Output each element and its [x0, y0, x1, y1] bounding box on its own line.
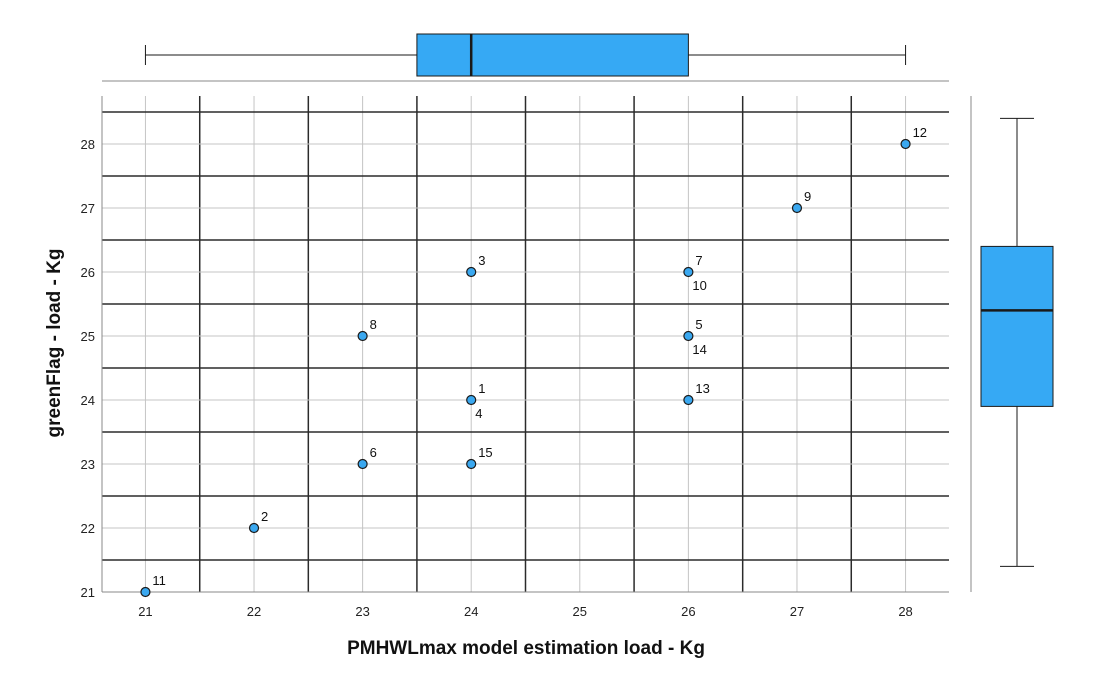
point-label: 11 [152, 573, 166, 588]
x-tick-label: 27 [790, 604, 804, 619]
data-point [248, 522, 260, 534]
point-label: 5 [695, 317, 702, 332]
point-label: 14 [692, 342, 706, 357]
x-tick-label: 28 [898, 604, 912, 619]
data-point [466, 266, 477, 278]
data-point [683, 266, 694, 278]
point-label: 3 [478, 253, 485, 268]
data-point [791, 202, 803, 214]
data-point [900, 138, 911, 150]
point-label: 7 [695, 253, 702, 268]
point-label: 15 [478, 445, 492, 460]
y-box-iqr [980, 245, 1054, 407]
y-tick-label: 25 [81, 329, 95, 344]
grid [102, 96, 949, 592]
y-tick-label: 24 [81, 393, 95, 408]
point-label: 2 [261, 509, 268, 524]
point-label: 13 [695, 381, 709, 396]
x-tick-label: 25 [573, 604, 587, 619]
y-tick-label: 28 [81, 137, 95, 152]
data-point [357, 330, 368, 342]
y-tick-label: 27 [81, 201, 95, 216]
axes [101, 80, 972, 593]
y-axis-title: greenFlag - load - Kg [44, 249, 65, 438]
x-box-iqr [416, 33, 689, 77]
point-label: 4 [475, 406, 482, 421]
point-label: 1 [478, 381, 485, 396]
data-point [466, 394, 477, 406]
x-tick-label: 22 [247, 604, 261, 619]
point-label: 8 [370, 317, 377, 332]
y-tick-label: 22 [81, 521, 95, 536]
x-tick-label: 21 [138, 604, 152, 619]
y-marginal-boxplot [980, 117, 1054, 567]
data-points [140, 138, 911, 598]
point-label: 10 [692, 278, 706, 293]
y-tick-label: 23 [81, 457, 95, 472]
data-point [357, 458, 368, 470]
x-tick-label: 23 [355, 604, 369, 619]
data-point [683, 394, 694, 406]
data-point [140, 586, 151, 598]
point-label: 6 [370, 445, 377, 460]
y-tick-label: 26 [81, 265, 95, 280]
data-point [466, 458, 477, 470]
point-label: 12 [913, 125, 927, 140]
x-axis-title: PMHWLmax model estimation load - Kg [347, 638, 705, 659]
x-marginal-boxplot [144, 33, 907, 77]
data-point [683, 330, 694, 342]
point-label: 9 [804, 189, 811, 204]
x-tick-label: 24 [464, 604, 478, 619]
y-tick-label: 21 [81, 585, 95, 600]
x-tick-label: 26 [681, 604, 695, 619]
